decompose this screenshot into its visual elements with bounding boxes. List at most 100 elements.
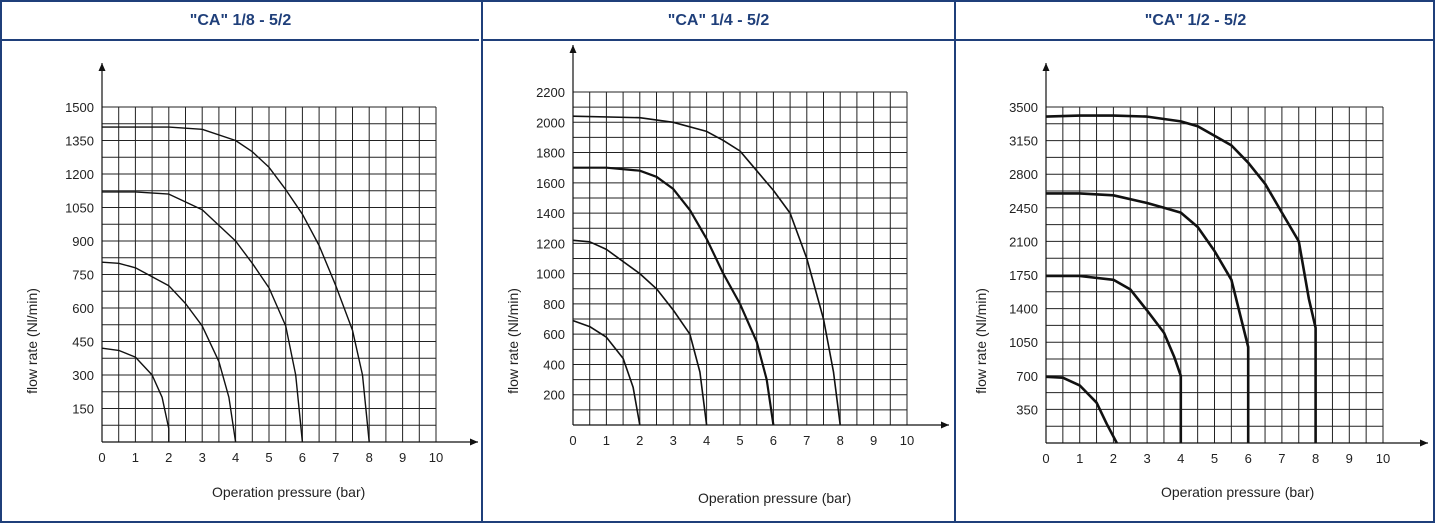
x-tick-label: 10	[900, 433, 914, 448]
x-tick-label: 2	[1110, 451, 1117, 466]
x-tick-label: 10	[429, 450, 443, 465]
y-tick-label: 900	[72, 234, 94, 249]
flow-chart-2: 0 1 2 3 4 5 6 7 8 9 10 200 400 600 800 1000 1200 1400 1600…	[505, 45, 949, 506]
y-tick-label: 1600	[536, 176, 565, 191]
y-tick-label: 2200	[536, 85, 565, 100]
y-tick-label: 300	[72, 368, 94, 383]
y-tick-label: 1800	[536, 146, 565, 161]
flow-curve-1	[572, 319, 641, 426]
x-axis-arrow	[470, 438, 478, 446]
y-tick-label: 1500	[65, 100, 94, 115]
y-axis-arrow	[98, 63, 106, 71]
x-tick-label: 0	[1042, 451, 1049, 466]
y-tick-label: 1050	[1009, 335, 1038, 350]
x-tick-label: 5	[1211, 451, 1218, 466]
x-tick-label: 9	[399, 450, 406, 465]
flow-curve-4	[1045, 114, 1317, 443]
y-tick-label: 2450	[1009, 201, 1038, 216]
y-tick-label: 1050	[65, 201, 94, 216]
x-tick-label: 7	[332, 450, 339, 465]
y-tick-label: 2000	[536, 115, 565, 130]
grid	[102, 106, 437, 442]
x-tick-label: 8	[366, 450, 373, 465]
x-axis-arrow	[1420, 439, 1428, 447]
x-tick-label: 0	[569, 433, 576, 448]
x-tick-label: 4	[1177, 451, 1184, 466]
y-tick-label: 1400	[1009, 302, 1038, 317]
grid	[573, 91, 908, 425]
y-tick-label: 150	[72, 402, 94, 417]
y-tick-label: 1200	[536, 236, 565, 251]
grid	[1046, 106, 1384, 443]
x-tick-label: 3	[1143, 451, 1150, 466]
y-axis-arrow	[569, 45, 577, 53]
x-tick-label: 1	[603, 433, 610, 448]
y-tick-label: 2100	[1009, 234, 1038, 249]
y-axis-label: flow rate (Nl/min)	[505, 288, 521, 394]
flow-curve-3	[1046, 192, 1250, 443]
y-tick-label: 350	[1016, 402, 1038, 417]
x-axis-arrow	[941, 421, 949, 429]
x-tick-label: 4	[703, 433, 710, 448]
y-tick-label: 700	[1016, 369, 1038, 384]
x-tick-label: 10	[1376, 451, 1390, 466]
flow-curve-4	[572, 115, 841, 426]
flow-curve-3	[102, 191, 304, 443]
y-tick-label: 3150	[1009, 134, 1038, 149]
y-axis-arrow	[1042, 63, 1050, 71]
y-axis-label: flow rate (Nl/min)	[973, 288, 989, 394]
y-tick-label: 1000	[536, 267, 565, 282]
x-tick-label: 2	[165, 450, 172, 465]
y-tick-label: 1750	[1009, 268, 1038, 283]
flow-chart-1: 0 1 2 3 4 5 6 7 8 9 10 150 300 450 600 750 900 1050 1200 13…	[24, 63, 478, 500]
x-tick-label: 1	[1076, 451, 1083, 466]
x-axis-label: Operation pressure (bar)	[212, 484, 365, 500]
y-tick-label: 750	[72, 268, 94, 283]
y-axis-label: flow rate (Nl/min)	[24, 288, 40, 394]
chart-title-2: "CA" 1/4 - 5/2	[483, 2, 954, 41]
x-tick-label: 7	[1278, 451, 1285, 466]
y-tick-label: 400	[543, 357, 565, 372]
x-tick-label: 0	[98, 450, 105, 465]
x-tick-label: 1	[132, 450, 139, 465]
flow-curve-1	[101, 347, 170, 442]
flow-curve-1	[1045, 375, 1118, 444]
x-tick-label: 9	[870, 433, 877, 448]
x-tick-label: 5	[736, 433, 743, 448]
chart-panel-3: "CA" 1/2 - 5/2 0 1 2 3 4 5 6 7 8 9 10 350 700 1050 140…	[954, 2, 1435, 521]
y-tick-label: 450	[72, 335, 94, 350]
y-tick-label: 3500	[1009, 100, 1038, 115]
y-tick-label: 1400	[536, 206, 565, 221]
flow-curve-2	[1046, 274, 1183, 443]
flow-curve-4	[102, 126, 370, 443]
x-tick-label: 8	[1312, 451, 1319, 466]
chart-panel-2: "CA" 1/4 - 5/2 0 1 2 3 4 5 6 7 8 9 10 200 400 600 800 1…	[481, 2, 954, 521]
y-tick-label: 1350	[65, 134, 94, 149]
flow-curve-3	[573, 166, 775, 426]
chart-panel-1: "CA" 1/8 - 5/2 0 1 2 3 4 5 6 7 8 9 10 150 300 450 600 7…	[2, 2, 479, 521]
flow-chart-3: 0 1 2 3 4 5 6 7 8 9 10 350 700 1050 1400 1750 2100 2450 28…	[973, 63, 1428, 500]
chart-title-1: "CA" 1/8 - 5/2	[2, 2, 479, 41]
x-tick-label: 6	[770, 433, 777, 448]
flow-curve-2	[101, 261, 237, 443]
y-tick-label: 1200	[65, 167, 94, 182]
x-tick-label: 6	[299, 450, 306, 465]
x-tick-label: 8	[837, 433, 844, 448]
flow-curve-2	[572, 239, 708, 426]
y-tick-label: 600	[543, 327, 565, 342]
chart-title-3: "CA" 1/2 - 5/2	[956, 2, 1435, 41]
x-tick-label: 9	[1346, 451, 1353, 466]
y-tick-label: 800	[543, 297, 565, 312]
y-tick-label: 600	[72, 301, 94, 316]
x-tick-label: 2	[636, 433, 643, 448]
x-axis-label: Operation pressure (bar)	[1161, 484, 1314, 500]
x-tick-label: 3	[199, 450, 206, 465]
x-tick-label: 5	[265, 450, 272, 465]
x-tick-label: 3	[670, 433, 677, 448]
y-tick-label: 2800	[1009, 167, 1038, 182]
x-tick-label: 7	[803, 433, 810, 448]
x-tick-label: 4	[232, 450, 239, 465]
x-tick-label: 6	[1245, 451, 1252, 466]
y-tick-label: 200	[543, 388, 565, 403]
